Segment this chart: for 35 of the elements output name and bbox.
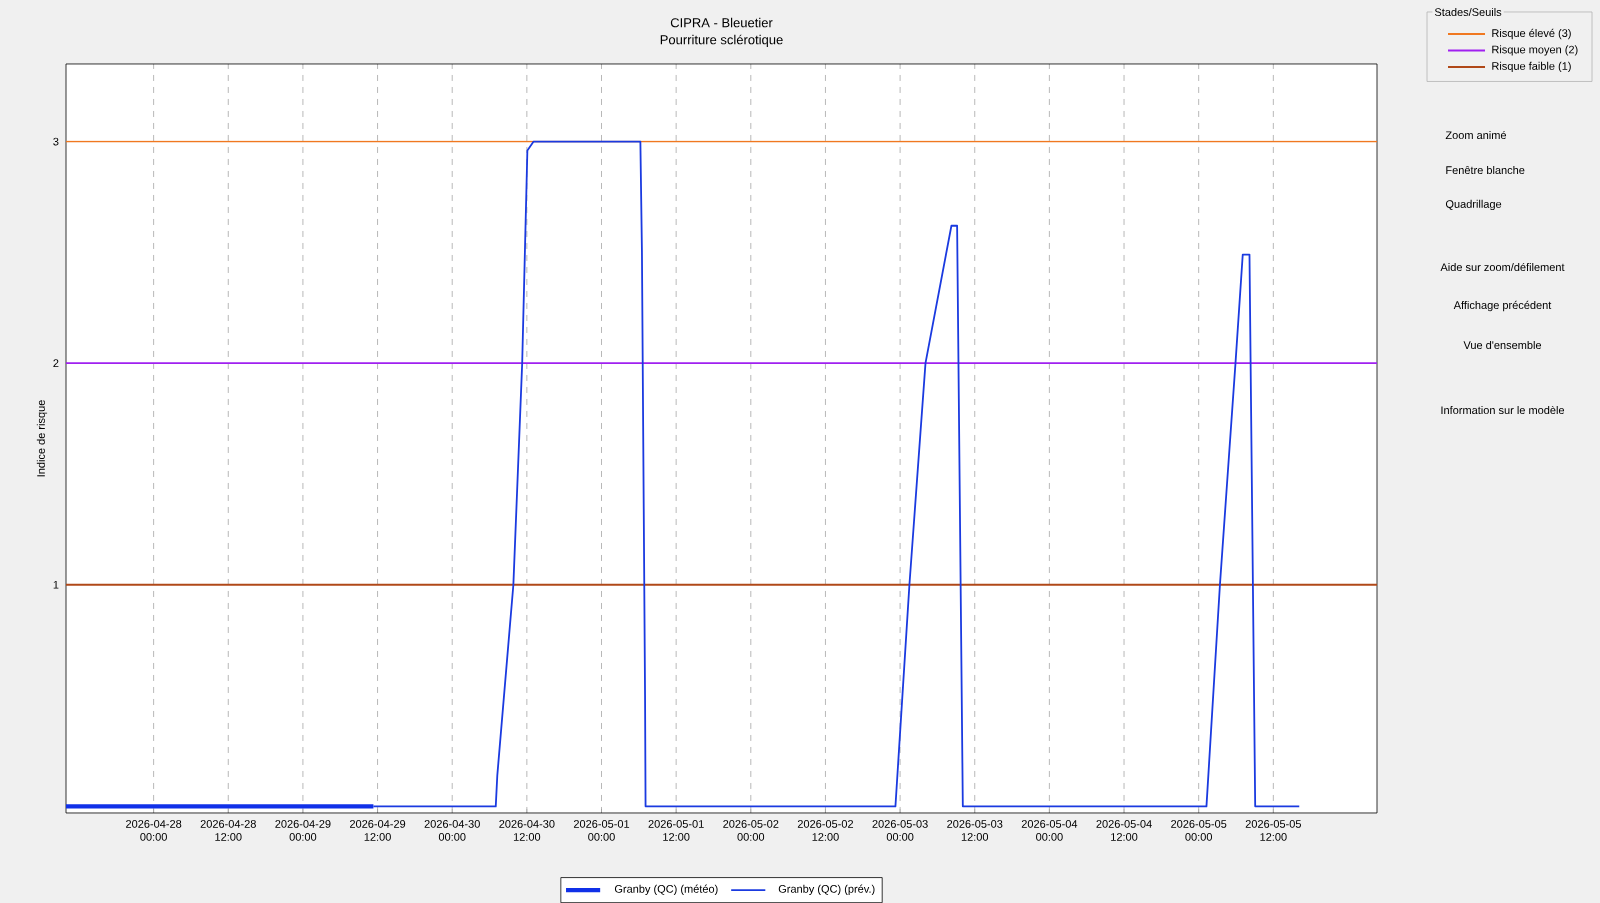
- x-tick-label: 2026-04-29 12:00: [349, 820, 406, 841]
- y-axis-title: Indice de risque: [36, 400, 48, 477]
- legend-label: Risque moyen (2): [1492, 45, 1578, 56]
- x-tick-label: 2026-04-28 12:00: [200, 820, 256, 841]
- x-tick-label: 2026-05-05 00:00: [1171, 820, 1227, 841]
- y-tick-label: 3: [53, 137, 59, 146]
- x-tick-label: 2026-05-04 00:00: [1021, 820, 1078, 841]
- chart-subtitle: Pourriture sclérotique: [660, 34, 783, 47]
- x-tick-label: 2026-05-03 00:00: [872, 820, 928, 841]
- x-tick-label: 2026-05-05 12:00: [1245, 820, 1301, 841]
- text: Fenêtre blanche: [1446, 165, 1525, 175]
- x-tick-label: 2026-04-30 00:00: [424, 820, 480, 841]
- y-tick-label: 2: [53, 359, 59, 367]
- x-tick-label: 2026-05-01 00:00: [573, 820, 630, 841]
- x-tick-label: 2026-05-03 12:00: [947, 820, 1003, 841]
- x-tick-label: 2026-05-01 12:00: [648, 820, 704, 841]
- x-tick-label: 2026-04-28 00:00: [126, 820, 182, 841]
- text: Information sur le modèle: [1441, 405, 1565, 415]
- text: Aide sur zoom/défilement: [1440, 262, 1565, 272]
- x-tick-label: 2026-05-02 00:00: [723, 820, 779, 841]
- text: Affichage précédent: [1453, 300, 1552, 312]
- legend-label: Granby (QC) (météo): [614, 884, 718, 895]
- legend-title: Stades/Seuils: [1434, 7, 1502, 17]
- legend-label: Granby (QC) (prév.): [778, 884, 875, 895]
- x-tick-label: 2026-04-30 12:00: [499, 820, 555, 841]
- legend-label: Risque faible (1): [1492, 61, 1571, 73]
- x-tick-label: 2026-04-29 00:00: [275, 820, 331, 841]
- x-tick-label: 2026-05-02 12:00: [797, 820, 854, 841]
- y-tick-label: 1: [53, 580, 59, 589]
- legend-label: Risque élevé (3): [1492, 28, 1571, 40]
- x-tick-label: 2026-05-04 12:00: [1096, 820, 1152, 841]
- text: Quadrillage: [1445, 199, 1502, 211]
- text: Vue d'ensemble: [1463, 340, 1542, 350]
- chart-title: CIPRA - Bleuetier: [670, 17, 773, 28]
- text: Zoom animé: [1445, 130, 1507, 140]
